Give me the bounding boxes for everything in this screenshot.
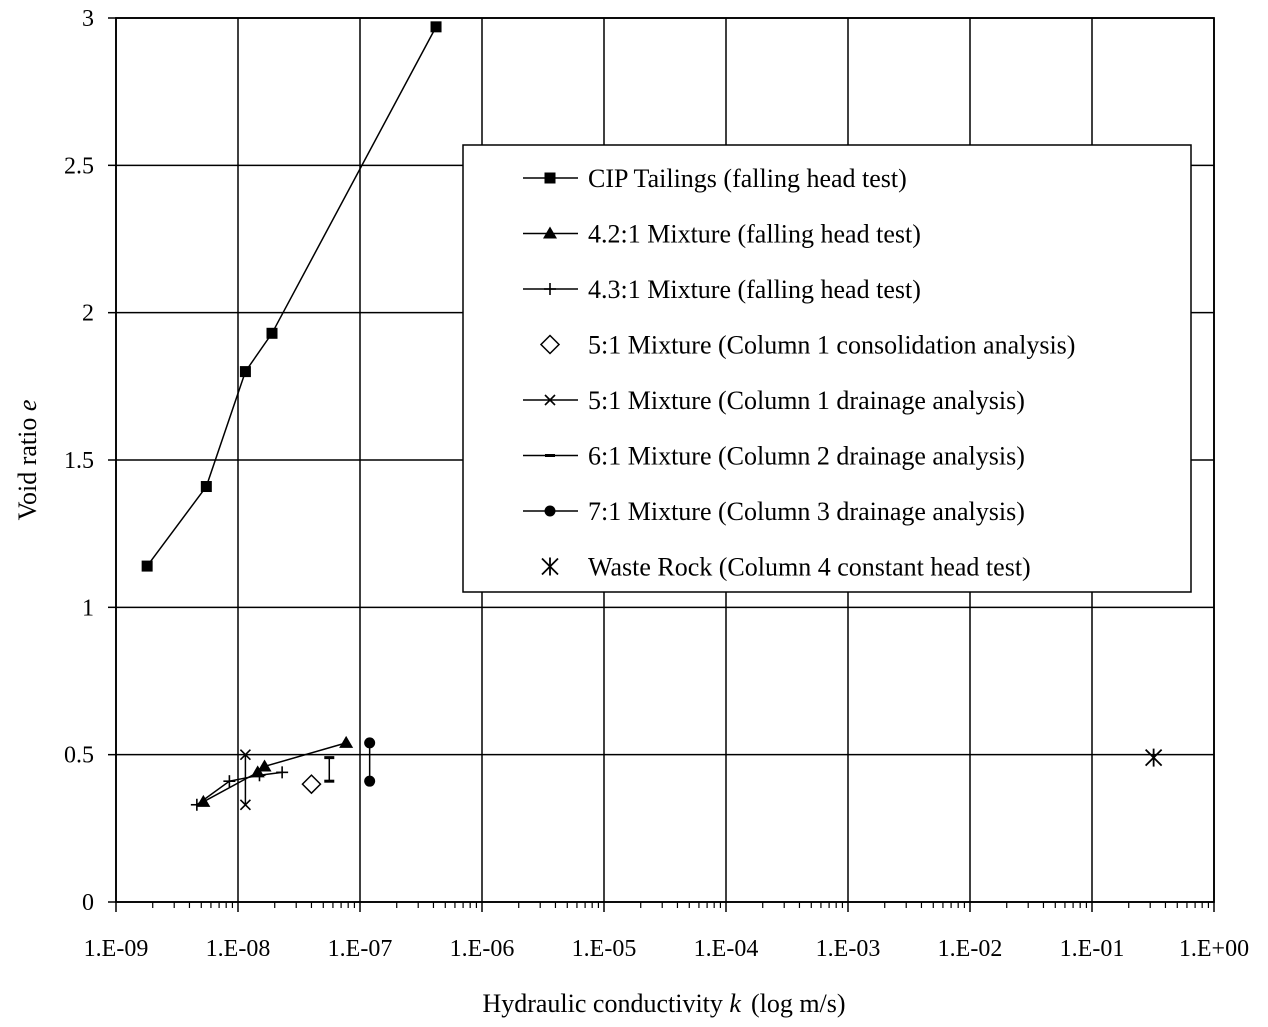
data-point-square (239, 366, 251, 378)
y-tick-label: 0 (82, 890, 94, 916)
legend-marker-diamond (539, 334, 561, 355)
x-tick-label: 1.E-09 (84, 936, 149, 962)
x-axis-title: Hydraulic conductivity k (log m/s) (482, 989, 845, 1018)
x-tick-label: 1.E-06 (450, 936, 515, 962)
legend-entry: 7:1 Mixture (Column 3 drainage analysis) (523, 497, 1025, 526)
x-tick-label: 1.E-01 (1060, 936, 1125, 962)
series-line (196, 771, 283, 806)
data-point-x (239, 799, 251, 811)
legend-label: 5:1 Mixture (Column 1 consolidation anal… (588, 331, 1075, 360)
legend-entry: CIP Tailings (falling head test) (523, 164, 907, 193)
legend-entry: 4.2:1 Mixture (falling head test) (523, 220, 921, 249)
data-point-plus (223, 775, 236, 788)
series-diamond (301, 774, 322, 795)
legend-marker-square (544, 172, 556, 184)
x-tick-label: 1.E-05 (572, 936, 637, 962)
data-point-x (239, 749, 251, 761)
legend-label: 4.3:1 Mixture (falling head test) (588, 275, 921, 304)
x-tick-label: 1.E+00 (1179, 936, 1249, 962)
y-tick-label: 3 (82, 6, 94, 32)
legend-box (462, 144, 1192, 593)
legend-entry: 5:1 Mixture (Column 1 drainage analysis) (523, 386, 1025, 415)
legend-label: CIP Tailings (falling head test) (588, 164, 907, 193)
x-tick-label: 1.E-02 (938, 936, 1003, 962)
data-point-plus (190, 798, 203, 811)
legend-label: 6:1 Mixture (Column 2 drainage analysis) (588, 442, 1025, 471)
data-point-circle (364, 775, 376, 787)
y-axis-title: Void ratio e (13, 400, 42, 521)
series-square (141, 21, 442, 572)
data-series (141, 21, 1163, 811)
series-plus (190, 766, 289, 811)
legend-label: 7:1 Mixture (Column 3 drainage analysis) (588, 497, 1025, 526)
legend-entry: 4.3:1 Mixture (falling head test) (523, 275, 921, 304)
x-tick-label: 1.E-07 (328, 936, 393, 962)
data-point-diamond (301, 774, 322, 795)
axis-ticks: 1.E-09 1.E-08 1.E-07 1.E-06 1.E-05 1.E-04 1.E-… (64, 6, 1249, 962)
legend-entry: 5:1 Mixture (Column 1 consolidation anal… (539, 331, 1075, 360)
data-point-asterisk (1144, 748, 1163, 767)
x-tick-label: 1.E-08 (206, 936, 271, 962)
legend-marker-triangle (543, 226, 557, 239)
series-line (202, 742, 347, 803)
y-tick-label: 1 (82, 595, 94, 621)
legend-marker-circle (544, 505, 556, 517)
data-point-square (141, 560, 153, 572)
series-line (146, 26, 437, 567)
data-point-plus (276, 766, 289, 779)
legend: CIP Tailings (falling head test) 4.2:1 Mi… (462, 144, 1192, 593)
x-tick-label: 1.E-04 (694, 936, 759, 962)
legend-entry: 6:1 Mixture (Column 2 drainage analysis) (523, 442, 1025, 471)
series-circle (364, 737, 376, 787)
data-point-circle (364, 737, 376, 749)
y-tick-label: 0.5 (64, 743, 94, 769)
legend-marker-asterisk (541, 557, 559, 576)
data-point-plus (253, 769, 266, 782)
legend-entry: Waste Rock (Column 4 constant head test) (541, 553, 1031, 582)
legend-label: 5:1 Mixture (Column 1 drainage analysis) (588, 386, 1025, 415)
series-asterisk (1144, 748, 1163, 767)
data-point-square (430, 21, 442, 33)
y-tick-label: 2.5 (64, 153, 94, 179)
data-point-square (266, 327, 278, 339)
y-tick-label: 1.5 (64, 448, 94, 474)
series-x (239, 749, 251, 811)
data-point-square (200, 481, 212, 493)
series-dash (324, 756, 335, 783)
data-point-triangle (257, 759, 272, 772)
data-point-triangle (339, 735, 354, 748)
legend-marker-plus (544, 283, 556, 295)
legend-label: 4.2:1 Mixture (falling head test) (588, 220, 921, 249)
y-tick-label: 2 (82, 301, 94, 327)
legend-label: Waste Rock (Column 4 constant head test) (588, 553, 1031, 582)
x-tick-label: 1.E-03 (816, 936, 881, 962)
legend-marker-x (544, 394, 556, 406)
